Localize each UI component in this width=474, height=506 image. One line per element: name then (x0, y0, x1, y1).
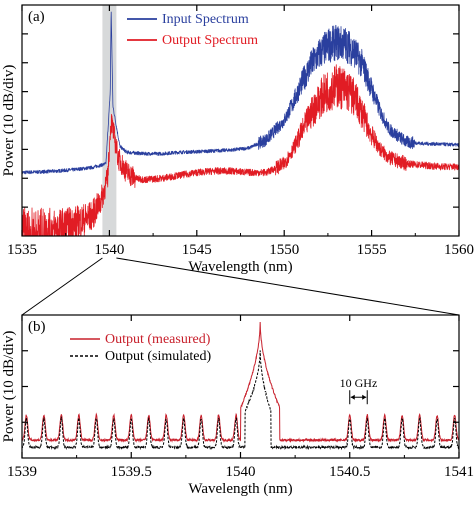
series-line-output-simulated (21, 350, 460, 451)
comb-spacing-annotation: 10 GHz (340, 376, 378, 405)
series-line-output-spectrum (21, 64, 460, 237)
x-tick-label: 1545 (182, 242, 212, 258)
x-tick-label: 1555 (357, 242, 387, 258)
panel-b-series-group (21, 322, 460, 451)
panel-a-legend: Input Spectrum Output Spectrum (127, 12, 258, 48)
panel-a-x-axis-title: Wavelength (nm) (188, 259, 292, 275)
annotation-arrowhead (362, 394, 367, 400)
legend-label-output-spectrum: Output Spectrum (162, 33, 258, 48)
comb-spacing-label: 10 GHz (340, 376, 378, 390)
x-tick-label: 1540 (226, 464, 256, 480)
annotation-arrowhead (350, 394, 355, 400)
panel-a-y-axis-title: Power (10 dB/div) (1, 65, 17, 177)
x-tick-label: 1539 (7, 464, 37, 480)
x-tick-label: 1540.5 (329, 464, 370, 480)
panel-a-highlight-band (102, 5, 117, 236)
panel-b-ticks: 1539 1539.5 1540 1540.5 1541 (7, 315, 474, 480)
zoom-connector-left (21, 257, 103, 316)
panel-b: 1539 1539.5 1540 1540.5 1541 (b) Wavelength … (1, 314, 474, 497)
legend-label-output-simulated: Output (simulated) (105, 349, 211, 364)
x-tick-label: 1541 (444, 464, 474, 480)
panel-b-y-axis-title: Power (10 dB/div) (1, 331, 17, 443)
series-line-output-measured (21, 322, 460, 443)
panel-b-x-axis-title: Wavelength (nm) (188, 481, 292, 497)
x-tick-label: 1535 (7, 242, 37, 258)
panel-a-series-group (21, 11, 460, 237)
panel-a-ticks: 1535 1540 1545 1550 1555 1560 (7, 5, 474, 258)
x-tick-label: 1560 (444, 242, 474, 258)
panel-a: 1535 1540 1545 1550 1555 1560 (a) Wavelength … (1, 4, 474, 275)
legend-label-output-measured: Output (measured) (105, 332, 211, 347)
x-tick-label: 1539.5 (111, 464, 152, 480)
x-tick-label: 1550 (269, 242, 299, 258)
series-line-input-spectrum (21, 11, 460, 175)
zoom-connector-right (116, 257, 460, 316)
legend-label-input-spectrum: Input Spectrum (162, 12, 249, 27)
panel-b-legend: Output (measured) Output (simulated) (70, 332, 211, 364)
panel-a-label: (a) (28, 9, 45, 25)
panel-b-label: (b) (28, 319, 46, 335)
zoom-connector-lines (21, 257, 460, 316)
x-tick-label: 1540 (94, 242, 124, 258)
